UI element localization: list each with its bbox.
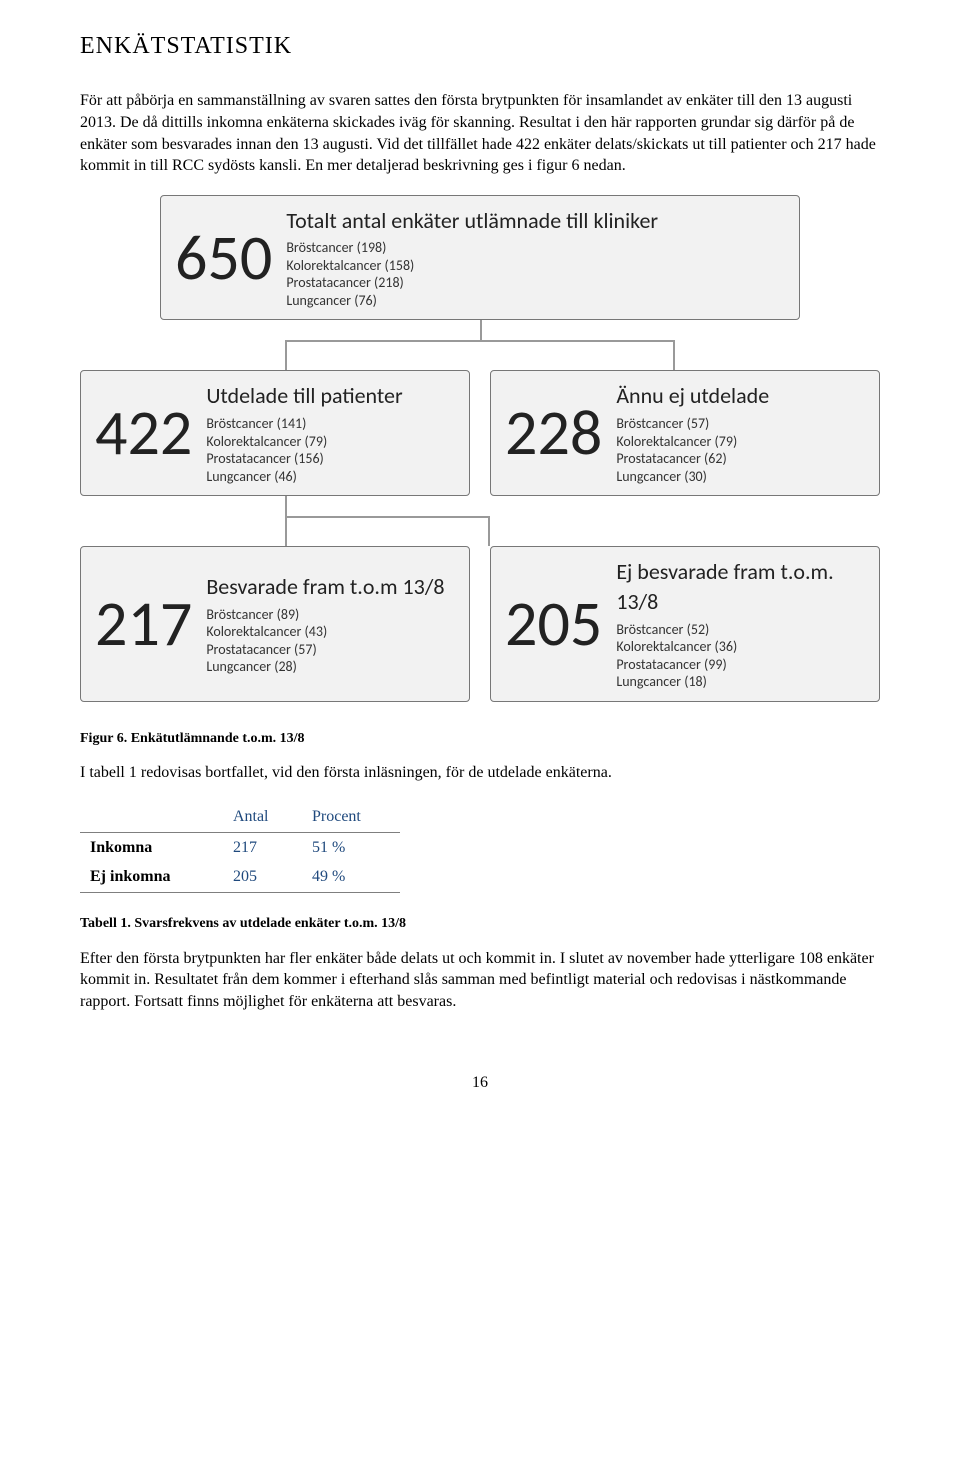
closing-paragraph: Efter den första brytpunkten har fler en… xyxy=(80,948,880,1013)
table-caption: Tabell 1. Svarsfrekvens av utdelade enkä… xyxy=(80,915,880,934)
table-cell: 205 xyxy=(223,862,302,892)
table-row: Ej inkomna 205 49 % xyxy=(80,862,400,892)
table-header-cell: Antal xyxy=(223,802,302,832)
tree-node-lines: Bröstcancer (89) Kolorektalcancer (43) P… xyxy=(206,606,444,676)
tree-line: Prostatacancer (57) xyxy=(206,641,444,659)
intro-paragraph: För att påbörja en sammanställning av sv… xyxy=(80,90,880,176)
tree-line: Bröstcancer (89) xyxy=(206,606,444,624)
tree-line: Kolorektalcancer (158) xyxy=(286,257,658,275)
tree-node-lines: Bröstcancer (57) Kolorektalcancer (79) P… xyxy=(616,415,769,485)
tree-node-title: Utdelade till patienter xyxy=(206,381,402,411)
tree-line: Prostatacancer (156) xyxy=(206,450,402,468)
tree-node-value: 228 xyxy=(505,401,602,465)
tree-line: Lungcancer (18) xyxy=(616,673,865,691)
table-header-cell: Procent xyxy=(302,802,400,832)
tree-node-value: 650 xyxy=(175,226,272,290)
tree-level-3: 217 Besvarade fram t.o.m 13/8 Bröstcance… xyxy=(80,546,880,701)
table-header-cell xyxy=(80,802,223,832)
tree-connector xyxy=(80,320,880,370)
table-cell: 51 % xyxy=(302,832,400,862)
tree-line: Kolorektalcancer (79) xyxy=(206,433,402,451)
tree-line: Kolorektalcancer (43) xyxy=(206,623,444,641)
tree-node-title: Totalt antal enkäter utlämnade till klin… xyxy=(286,206,658,236)
tree-node-lines: Bröstcancer (52) Kolorektalcancer (36) P… xyxy=(616,621,865,691)
page-number: 16 xyxy=(80,1072,880,1094)
tree-level-2: 422 Utdelade till patienter Bröstcancer … xyxy=(80,370,880,496)
tree-line: Bröstcancer (198) xyxy=(286,239,658,257)
tree-line: Bröstcancer (141) xyxy=(206,415,402,433)
tree-line: Kolorektalcancer (36) xyxy=(616,638,865,656)
table-cell: Ej inkomna xyxy=(80,862,223,892)
tree-node-title: Ännu ej utdelade xyxy=(616,381,769,411)
tree-node-title: Ej besvarade fram t.o.m. 13/8 xyxy=(616,557,865,616)
tree-node-title: Besvarade fram t.o.m 13/8 xyxy=(206,572,444,602)
tree-line: Lungcancer (46) xyxy=(206,468,402,486)
tree-node-answered: 217 Besvarade fram t.o.m 13/8 Bröstcance… xyxy=(80,546,470,701)
tree-node-not-distributed: 228 Ännu ej utdelade Bröstcancer (57) Ko… xyxy=(490,370,880,496)
tree-node-not-answered: 205 Ej besvarade fram t.o.m. 13/8 Bröstc… xyxy=(490,546,880,701)
table-header-row: Antal Procent xyxy=(80,802,400,832)
tree-line: Lungcancer (28) xyxy=(206,658,444,676)
response-rate-table: Antal Procent Inkomna 217 51 % Ej inkomn… xyxy=(80,802,400,893)
tree-line: Bröstcancer (57) xyxy=(616,415,769,433)
tree-line: Prostatacancer (218) xyxy=(286,274,658,292)
table-cell: 217 xyxy=(223,832,302,862)
table-cell: 49 % xyxy=(302,862,400,892)
tree-line: Prostatacancer (62) xyxy=(616,450,769,468)
tree-node-value: 217 xyxy=(95,592,192,656)
tree-node-value: 205 xyxy=(505,592,602,656)
tree-line: Prostatacancer (99) xyxy=(616,656,865,674)
table-cell: Inkomna xyxy=(80,832,223,862)
tree-line: Lungcancer (30) xyxy=(616,468,769,486)
tree-line: Kolorektalcancer (79) xyxy=(616,433,769,451)
figure-caption: Figur 6. Enkätutlämnande t.o.m. 13/8 xyxy=(80,730,880,749)
tree-line: Bröstcancer (52) xyxy=(616,621,865,639)
survey-tree-diagram: 650 Totalt antal enkäter utlämnade till … xyxy=(80,195,880,702)
tree-connector xyxy=(80,496,880,546)
tree-node-value: 422 xyxy=(95,401,192,465)
tree-line: Lungcancer (76) xyxy=(286,292,658,310)
table-row: Inkomna 217 51 % xyxy=(80,832,400,862)
tree-node-lines: Bröstcancer (141) Kolorektalcancer (79) … xyxy=(206,415,402,485)
tree-node-root: 650 Totalt antal enkäter utlämnade till … xyxy=(160,195,800,321)
table-intro-paragraph: I tabell 1 redovisas bortfallet, vid den… xyxy=(80,762,880,784)
tree-node-distributed: 422 Utdelade till patienter Bröstcancer … xyxy=(80,370,470,496)
page-heading: ENKÄTSTATISTIK xyxy=(80,30,880,62)
tree-node-lines: Bröstcancer (198) Kolorektalcancer (158)… xyxy=(286,239,658,309)
